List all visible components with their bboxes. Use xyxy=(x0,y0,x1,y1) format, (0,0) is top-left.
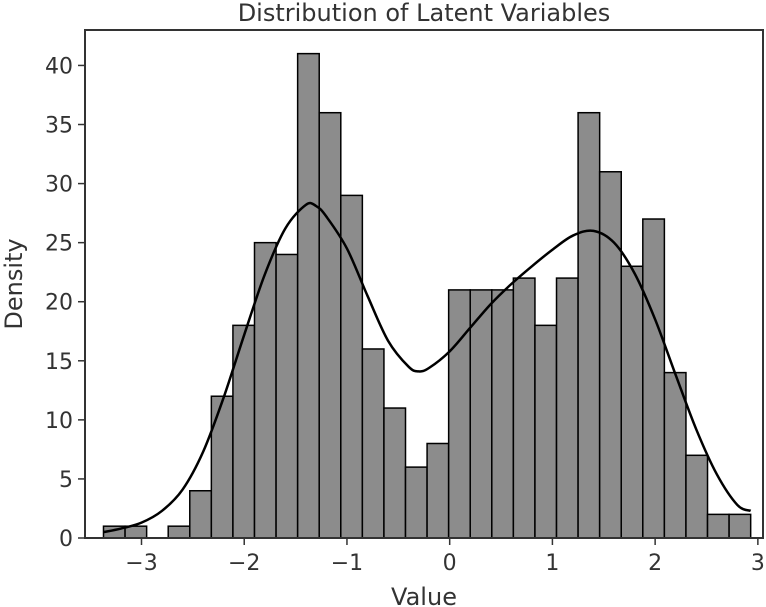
histogram-bar xyxy=(512,277,536,539)
histogram-bar xyxy=(706,513,730,539)
histogram-bar xyxy=(598,171,622,539)
histogram-bar xyxy=(620,265,644,539)
histogram-bar xyxy=(296,52,320,539)
x-axis-label: Value xyxy=(391,583,457,607)
y-tick-label: 5 xyxy=(59,468,73,493)
y-tick-label: 35 xyxy=(45,114,73,139)
histogram-bar xyxy=(189,489,213,539)
histogram-bar xyxy=(318,111,342,539)
x-tick-label: 2 xyxy=(648,551,662,576)
x-tick-label: −2 xyxy=(228,551,260,576)
histogram-bar xyxy=(469,289,493,539)
histogram-bar xyxy=(383,407,407,539)
x-tick-label: 1 xyxy=(545,551,559,576)
y-axis-ticks: 0 5 10 15 20 25 30 35 40 xyxy=(45,54,85,552)
histogram-bar xyxy=(577,111,601,539)
histogram-bar xyxy=(685,454,709,539)
histogram-bar xyxy=(404,466,428,539)
histogram-bar xyxy=(642,218,666,539)
histogram-bar xyxy=(555,277,579,539)
histogram-bar xyxy=(447,289,471,539)
y-axis-label: Density xyxy=(0,238,28,329)
histogram-bar xyxy=(167,525,191,539)
histogram-bar xyxy=(210,395,234,539)
y-tick-label: 10 xyxy=(45,409,73,434)
y-tick-label: 15 xyxy=(45,350,73,375)
y-tick-label: 40 xyxy=(45,54,73,79)
histogram-bar xyxy=(275,253,299,539)
histogram-bar xyxy=(534,324,558,539)
x-tick-label: −3 xyxy=(125,551,157,576)
histogram-bar xyxy=(728,513,752,539)
histogram-bar xyxy=(426,442,450,539)
histogram-bar xyxy=(253,241,277,539)
kde-curve xyxy=(103,201,752,534)
histogram-bars xyxy=(102,52,752,539)
y-tick-label: 25 xyxy=(45,232,73,257)
x-tick-label: 0 xyxy=(443,551,457,576)
y-tick-label: 30 xyxy=(45,173,73,198)
y-tick-label: 20 xyxy=(45,291,73,316)
histogram-bar xyxy=(361,348,385,539)
histogram-bar xyxy=(491,289,515,539)
chart-title: Distribution of Latent Variables xyxy=(238,0,611,27)
histogram-bar xyxy=(340,194,364,539)
plot-frame xyxy=(84,29,764,539)
x-tick-label: −1 xyxy=(331,551,363,576)
y-tick-label: 0 xyxy=(59,527,73,552)
x-axis-ticks: −3 −2 −1 0 1 2 3 xyxy=(125,538,765,576)
x-tick-label: 3 xyxy=(751,551,765,576)
